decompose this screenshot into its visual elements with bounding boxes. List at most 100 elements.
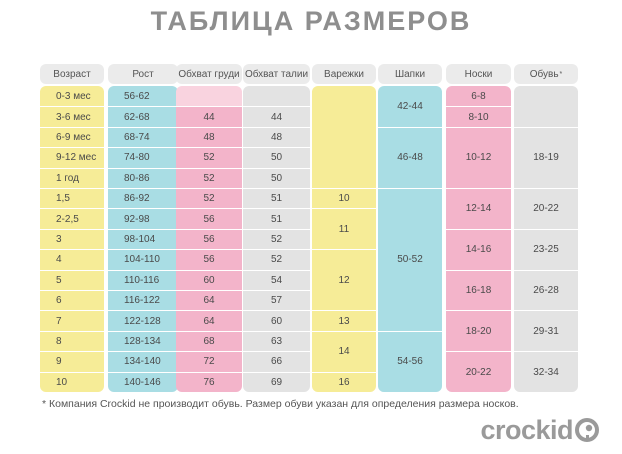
table-cell: 62-68: [108, 106, 178, 127]
header-label: Носки: [464, 68, 493, 80]
header-age: Возраст: [40, 64, 104, 84]
header-label: Обхват груди: [178, 68, 240, 80]
merged-cell: 10: [312, 188, 376, 209]
table-cell: 64: [176, 310, 242, 331]
table-cell: 52: [176, 147, 242, 168]
table-cell: 57: [243, 290, 310, 311]
table-cell: 64: [176, 290, 242, 311]
table-cell: 52: [176, 188, 242, 209]
header-label: Варежки: [324, 68, 364, 80]
column-body: 6-8 8-10 10-12 12-14 14-16 16-18 18-20 20-22: [446, 86, 511, 392]
table-cell: 48: [243, 126, 310, 148]
table-cell: 44: [176, 106, 242, 127]
table-cell: 98-104: [108, 228, 178, 250]
header-shoes: Обувь *: [514, 64, 578, 84]
column-body: 56-62 62-68 68-74 74-80 80-86 86-92 92-98 98-10…: [108, 86, 178, 392]
table-cell: 0-3 мес: [40, 86, 104, 107]
header-hats: Шапки: [378, 64, 442, 84]
merged-cell: 16: [312, 371, 376, 392]
logo-text: crockid: [480, 414, 573, 445]
table-cell: 6: [40, 290, 104, 311]
table-cell: 86-92: [108, 188, 178, 209]
merged-cell: 23-25: [514, 228, 578, 270]
column-body: 0-3 мес 3-6 мес 6-9 мес 9-12 мес 1 год 1,5 2-2…: [40, 86, 104, 392]
merged-cell: 14-16: [446, 228, 511, 270]
table-cell: 92-98: [108, 208, 178, 229]
header-mittens: Варежки: [312, 64, 376, 84]
table-cell: 140-146: [108, 371, 178, 392]
column-chest: Обхват груди 44 48 52 52 52 56 56 56 60 64 64 68 72 76: [176, 64, 242, 392]
column-body: 44 48 50 50 51 51 52 52 54 57 60 63 66 69: [243, 86, 310, 392]
column-height: Рост 56-62 62-68 68-74 74-80 80-86 86-92 92-98 9…: [108, 64, 178, 392]
column-body: 18-19 20-22 23-25 26-28 29-31 32-34: [514, 86, 578, 392]
header-chest: Обхват груди: [176, 64, 242, 84]
table-cell: 134-140: [108, 351, 178, 372]
table-cell: 9-12 мес: [40, 147, 104, 168]
table-cell: 60: [176, 269, 242, 290]
merged-cell: 12: [312, 249, 376, 311]
header-socks: Носки: [446, 64, 511, 84]
table-cell: 54: [243, 269, 310, 290]
table-cell: 51: [243, 188, 310, 209]
merged-cell: 50-52: [378, 188, 442, 331]
merged-cell: 16-18: [446, 269, 511, 311]
column-waist: Обхват талии 44 48 50 50 51 51 52 52 54 57 60 63 66 69: [243, 64, 310, 392]
merged-cell: 32-34: [514, 351, 578, 392]
table-cell: 76: [176, 371, 242, 392]
page-title: ТАБЛИЦА РАЗМЕРОВ: [150, 6, 472, 36]
merged-cell: 13: [312, 310, 376, 331]
merged-cell: 20-22: [514, 188, 578, 229]
table-cell: 74-80: [108, 147, 178, 168]
footnote: * Компания Crockid не производит обувь. …: [42, 398, 519, 410]
column-shoes: Обувь * 18-19 20-22 23-25 26-28 29-31 32-34: [514, 64, 578, 392]
table-cell: 52: [243, 228, 310, 250]
table-cell: 104-110: [108, 249, 178, 270]
table-cell: 1,5: [40, 188, 104, 209]
table-cell: 56: [176, 208, 242, 229]
table-cell: 10: [40, 371, 104, 392]
header-label: Шапки: [394, 68, 426, 80]
merged-cell: [312, 86, 376, 188]
table-cell: 110-116: [108, 269, 178, 290]
table-cell: 72: [176, 351, 242, 372]
merged-cell: 10-12: [446, 126, 511, 188]
column-mittens: Варежки 10 11 12 13 14 16: [312, 64, 376, 392]
merged-cell: 29-31: [514, 310, 578, 352]
table-cell: 52: [243, 249, 310, 270]
merged-cell: 11: [312, 208, 376, 250]
header-label: Обувь: [529, 68, 559, 80]
table-cell: 4: [40, 249, 104, 270]
merged-cell: 14: [312, 330, 376, 372]
table-cell: 69: [243, 371, 310, 392]
table-cell: 50: [243, 147, 310, 168]
merged-cell: 18-19: [514, 126, 578, 188]
table-cell: 122-128: [108, 310, 178, 331]
merged-cell: 54-56: [378, 330, 442, 392]
header-label: Обхват талии: [244, 68, 309, 80]
table-cell: 50: [243, 167, 310, 188]
table-cell: 56-62: [108, 86, 178, 107]
header-waist: Обхват талии: [243, 64, 310, 84]
column-body: 10 11 12 13 14 16: [312, 86, 376, 392]
table-cell: 80-86: [108, 167, 178, 188]
table-cell: [243, 86, 310, 107]
table-cell: 128-134: [108, 330, 178, 352]
table-cell: 56: [176, 228, 242, 250]
header-label: Рост: [132, 68, 154, 80]
footnote-mark: *: [559, 70, 563, 78]
header-label: Возраст: [53, 68, 91, 80]
table-cell: 3: [40, 228, 104, 250]
table-cell: 51: [243, 208, 310, 229]
table-cell: [176, 86, 242, 107]
merged-cell: 18-20: [446, 310, 511, 352]
table-cell: 8: [40, 330, 104, 352]
table-cell: 60: [243, 310, 310, 331]
table-cell: 2-2,5: [40, 208, 104, 229]
table-cell: 9: [40, 351, 104, 372]
merged-cell: 46-48: [378, 126, 442, 188]
merged-cell: 20-22: [446, 351, 511, 392]
table-cell: 44: [243, 106, 310, 127]
table-cell: 5: [40, 269, 104, 290]
crockid-logo: crockid: [480, 412, 600, 448]
column-body: 44 48 52 52 52 56 56 56 60 64 64 68 72 76: [176, 86, 242, 392]
